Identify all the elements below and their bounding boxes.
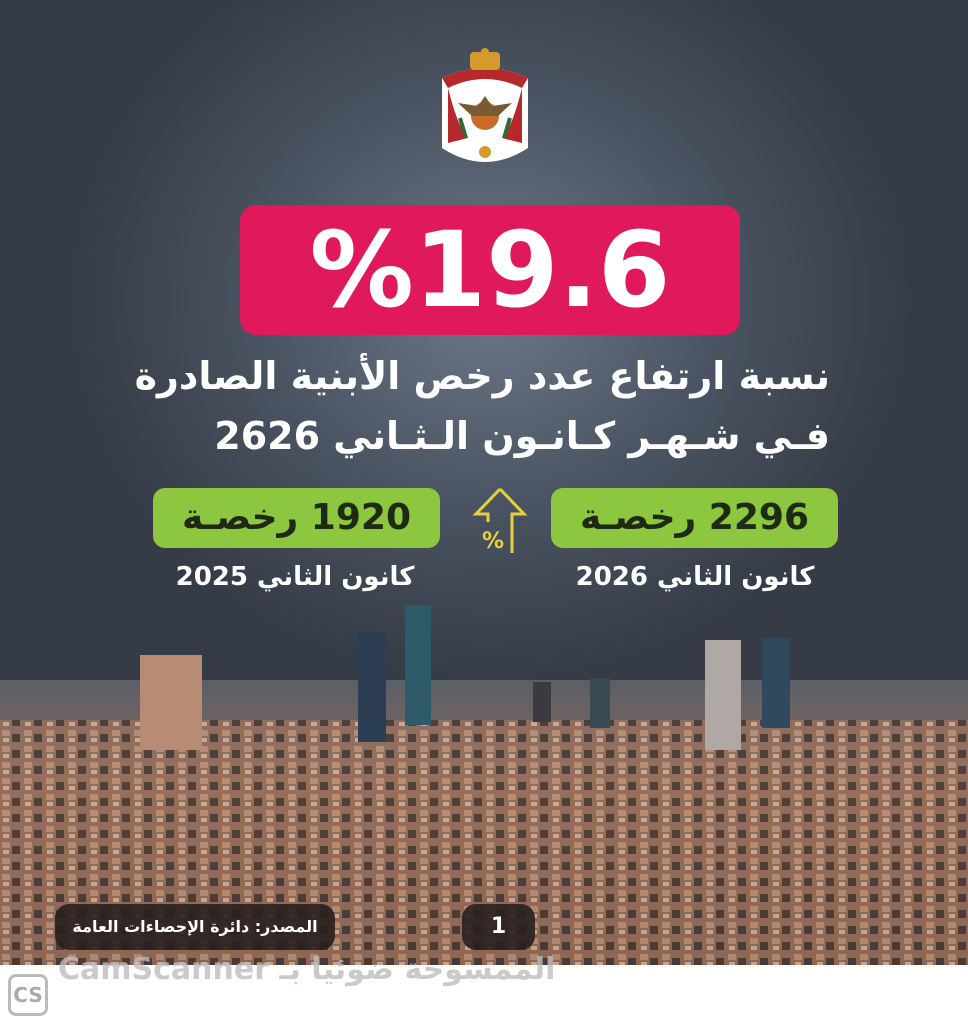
page-number: 1: [462, 904, 535, 950]
previous-count-badge: 1920 رخصـة: [153, 488, 440, 548]
svg-text:%: %: [482, 529, 504, 554]
percent-up-arrow-icon: %: [472, 487, 528, 554]
camscanner-logo-icon: CS: [8, 974, 48, 1016]
title-line-1: نسبة ارتفاع عدد رخص الأبنية الصادرة: [134, 354, 830, 398]
source-label: المصدر: دائرة الإحصاءات العامة: [55, 904, 335, 950]
scanner-watermark: الممسوحة ضوئيا بـ CamScanner: [58, 952, 556, 987]
title-line-2: فـي شـهـر كـانـون الـثـاني 2626: [214, 414, 830, 458]
current-count-badge: 2296 رخصـة: [551, 488, 838, 548]
previous-period-label: كانون الثاني 2025: [175, 562, 415, 592]
headline-percent: %19.6: [240, 205, 740, 335]
current-period-label: كانون الثاني 2026: [575, 562, 815, 592]
infographic: %19.6 نسبة ارتفاع عدد رخص الأبنية الصادر…: [0, 0, 968, 965]
coat-of-arms-icon: [442, 48, 528, 162]
